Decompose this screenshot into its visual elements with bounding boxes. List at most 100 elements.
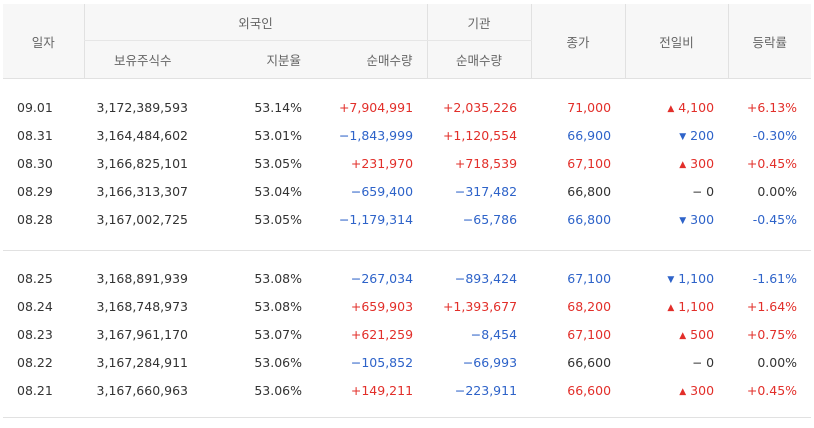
inst-net-cell: −66,993 [462,354,518,370]
close-price-cell: 71,000 [567,99,612,115]
foreign-net-cell: −659,400 [350,183,414,199]
foreign-holdings-cell: 3,167,961,170 [96,326,188,342]
table-row: 08.21 3,167,660,963 53.06% +149,211 −223,911… [3,376,811,404]
close-price-cell: 66,800 [567,211,612,227]
row-spacer [3,233,812,251]
change-value: 300 [690,211,715,227]
inst-net-cell: +718,539 [454,155,518,171]
foreign-holdings-cell: 3,168,748,973 [96,298,188,314]
change-value: 200 [690,127,715,143]
header-foreign-net: 순매수량 [315,40,428,79]
close-price-cell: 67,100 [567,155,612,171]
foreign-ratio-cell: 53.08% [254,298,302,314]
header-date: 일자 [3,4,84,79]
foreign-net-cell: −267,034 [350,270,414,286]
foreign-net-cell: +7,904,991 [338,99,414,115]
change-cell: ▼ 200 [625,121,728,149]
row-spacer [3,417,812,418]
header-foreign: 외국인 [83,4,428,41]
rate-cell: 0.00% [757,183,798,199]
date-cell: 08.25 [17,270,53,286]
foreign-net-cell: +149,211 [350,382,414,398]
header-foreign-ratio: 지분율 [201,40,315,79]
change-cell: ▲ 300 [625,149,728,177]
inst-net-cell: +2,035,226 [442,99,518,115]
foreign-net-cell: +621,259 [350,326,414,342]
close-price-cell: 67,100 [567,326,612,342]
change-value: 500 [690,326,715,342]
dash-icon: − [692,355,703,370]
foreign-holdings-cell: 3,164,484,602 [96,127,188,143]
investor-trading-table-container: 일자 외국인 기관 종가 전일비 등락률 보유주식수 지분율 순매수량 순매수량… [3,4,812,418]
change-value: 300 [690,155,715,171]
foreign-ratio-cell: 53.06% [254,382,302,398]
foreign-ratio-cell: 53.14% [254,99,302,115]
down-triangle-icon: ▼ [667,274,675,285]
date-cell: 08.21 [17,382,53,398]
foreign-net-cell: −1,843,999 [338,127,414,143]
inst-net-cell: −317,482 [454,183,518,199]
table-row: 08.29 3,166,313,307 53.04% −659,400 −317,482… [3,177,811,205]
rate-cell: +0.45% [746,155,798,171]
change-cell: − 0 [625,348,728,376]
foreign-ratio-cell: 53.04% [254,183,302,199]
up-triangle-icon: ▲ [667,302,675,313]
rate-cell: +0.45% [746,382,798,398]
foreign-holdings-cell: 3,167,660,963 [96,382,188,398]
change-value: 1,100 [678,298,715,314]
rate-cell: +6.13% [746,99,798,115]
table-row: 08.22 3,167,284,911 53.06% −105,852 −66,993 6… [3,348,811,376]
rate-cell: -0.30% [752,127,798,143]
change-value: 0 [706,354,715,370]
foreign-ratio-cell: 53.06% [254,354,302,370]
date-cell: 08.29 [17,183,53,199]
up-triangle-icon: ▲ [679,159,687,170]
header-close: 종가 [530,4,626,79]
rate-cell: -1.61% [752,270,798,286]
inst-net-cell: +1,120,554 [442,127,518,143]
change-cell: ▼ 300 [625,205,728,233]
table-row: 08.30 3,166,825,101 53.05% +231,970 +718,539… [3,149,811,177]
change-value: 300 [690,382,715,398]
foreign-net-cell: +659,903 [350,298,414,314]
up-triangle-icon: ▲ [679,330,687,341]
foreign-holdings-cell: 3,167,284,911 [96,354,188,370]
inst-net-cell: +1,393,677 [442,298,518,314]
close-price-cell: 68,200 [567,298,612,314]
header-institution: 기관 [426,4,532,41]
foreign-net-cell: −1,179,314 [338,211,414,227]
foreign-holdings-cell: 3,172,389,593 [96,99,188,115]
investor-trading-table: 일자 외국인 기관 종가 전일비 등락률 보유주식수 지분율 순매수량 순매수량… [3,4,812,418]
date-cell: 08.23 [17,326,53,342]
foreign-ratio-cell: 53.07% [254,326,302,342]
foreign-holdings-cell: 3,167,002,725 [96,211,188,227]
rate-cell: -0.45% [752,211,798,227]
table-row: 08.24 3,168,748,973 53.08% +659,903 +1,393,6… [3,292,811,320]
change-cell: ▲ 4,100 [625,93,728,121]
foreign-ratio-cell: 53.05% [254,211,302,227]
rate-cell: 0.00% [757,354,798,370]
close-price-cell: 66,600 [567,354,612,370]
date-cell: 08.30 [17,155,53,171]
date-cell: 08.22 [17,354,53,370]
change-value: 4,100 [678,99,715,115]
close-price-cell: 66,900 [567,127,612,143]
down-triangle-icon: ▼ [679,131,687,142]
foreign-net-cell: +231,970 [350,155,414,171]
close-price-cell: 67,100 [567,270,612,286]
foreign-ratio-cell: 53.08% [254,270,302,286]
change-cell: ▲ 1,100 [625,292,728,320]
table-body: 09.01 3,172,389,593 53.14% +7,904,991 +2,035… [3,79,812,418]
header-change: 전일비 [624,4,729,79]
row-spacer [3,404,811,417]
table-header: 일자 외국인 기관 종가 전일비 등락률 보유주식수 지분율 순매수량 순매수량 [3,4,812,79]
dash-icon: − [692,184,703,199]
rate-cell: +1.64% [746,298,798,314]
foreign-ratio-cell: 53.05% [254,155,302,171]
inst-net-cell: −65,786 [462,211,518,227]
change-cell: − 0 [625,177,728,205]
header-inst-net: 순매수량 [426,40,532,79]
header-foreign-holdings: 보유주식수 [83,40,201,79]
date-cell: 08.28 [17,211,53,227]
header-rate: 등락률 [727,4,812,79]
